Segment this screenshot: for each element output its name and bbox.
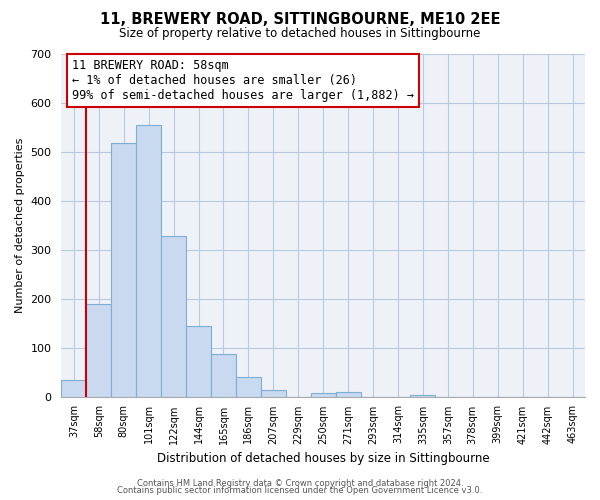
Bar [261,390,286,396]
Text: 11 BREWERY ROAD: 58sqm
← 1% of detached houses are smaller (26)
99% of semi-deta: 11 BREWERY ROAD: 58sqm ← 1% of detached … [72,59,414,102]
Bar [211,354,236,397]
Text: 11, BREWERY ROAD, SITTINGBOURNE, ME10 2EE: 11, BREWERY ROAD, SITTINGBOURNE, ME10 2E… [100,12,500,28]
Text: Size of property relative to detached houses in Sittingbourne: Size of property relative to detached ho… [119,28,481,40]
Bar [111,143,136,397]
Bar [311,392,335,396]
Bar [236,377,261,396]
Bar [186,326,211,396]
X-axis label: Distribution of detached houses by size in Sittingbourne: Distribution of detached houses by size … [157,452,490,465]
Bar [136,125,161,396]
Y-axis label: Number of detached properties: Number of detached properties [15,138,25,313]
Bar [335,392,361,396]
Bar [410,394,436,396]
Text: Contains public sector information licensed under the Open Government Licence v3: Contains public sector information licen… [118,486,482,495]
Bar [161,236,186,396]
Text: Contains HM Land Registry data © Crown copyright and database right 2024.: Contains HM Land Registry data © Crown c… [137,478,463,488]
Bar [86,304,111,396]
Bar [61,380,86,396]
